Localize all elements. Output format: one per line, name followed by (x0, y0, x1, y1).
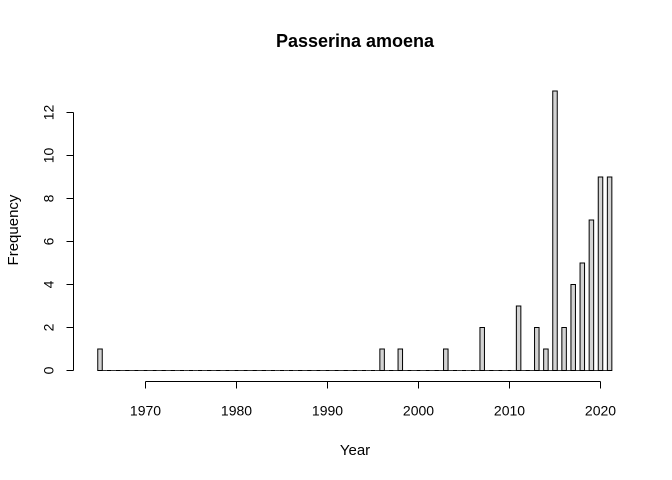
x-axis: 1970 1980 1990 2000 2010 2020 (130, 381, 616, 419)
y-tick-label-0: 0 (41, 366, 57, 374)
bar-2011 (515, 305, 522, 371)
y-tick-label-4: 4 (41, 280, 57, 288)
bar-2013 (534, 327, 540, 371)
x-axis-label: Year (340, 442, 370, 459)
bar-2019 (588, 219, 595, 371)
y-axis: 0 2 4 6 8 10 12 (41, 105, 74, 374)
bar-2016 (561, 327, 567, 371)
x-tick-label-1990: 1990 (312, 403, 343, 419)
y-axis-label: Frequency (5, 194, 22, 265)
x-tick-label-2010: 2010 (494, 403, 525, 419)
bar-2017 (570, 284, 576, 371)
y-tick-label-6: 6 (41, 237, 57, 245)
bar-2003 (443, 348, 449, 371)
bar-2020 (597, 176, 604, 371)
y-tick-label-8: 8 (41, 194, 57, 202)
bar-1998 (397, 348, 404, 371)
x-tick-label-1970: 1970 (130, 403, 161, 419)
x-tick-label-2020: 2020 (585, 403, 616, 419)
bars-group (97, 90, 613, 371)
bar-2018 (579, 262, 586, 371)
y-tick-label-12: 12 (41, 105, 57, 121)
bar-2007 (479, 327, 485, 371)
bar-2021 (606, 176, 613, 371)
bar-1996 (379, 348, 385, 371)
y-tick-label-10: 10 (41, 148, 57, 164)
chart-title: Passerina amoena (276, 31, 435, 51)
bar-1965 (97, 348, 103, 371)
bar-2014 (543, 348, 549, 371)
y-tick-label-2: 2 (41, 323, 57, 331)
bar-2015 (552, 90, 558, 371)
x-tick-label-1980: 1980 (221, 403, 252, 419)
x-tick-label-2000: 2000 (403, 403, 434, 419)
